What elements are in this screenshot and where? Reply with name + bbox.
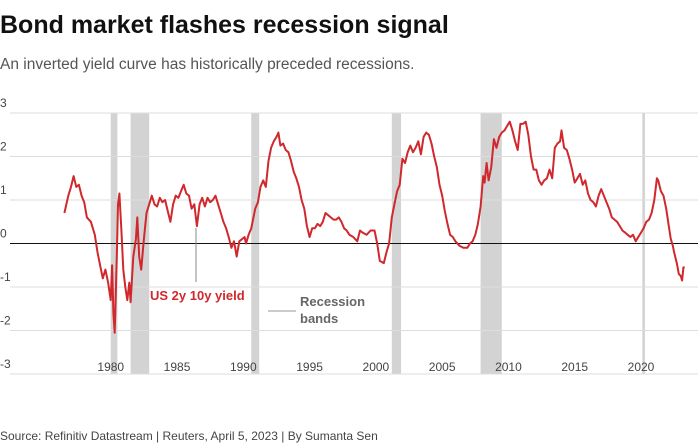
yield-line [63,120,685,334]
y-tick-label: 2 [0,140,7,154]
source: Source: Refinitiv Datastream | Reuters, … [0,429,378,443]
y-tick-label: -3 [0,357,11,371]
x-tick-label: 2010 [495,360,522,374]
y-tick-label: -2 [0,314,11,328]
chart-subtitle: An inverted yield curve has historically… [0,56,414,73]
x-tick-label: 2000 [363,360,390,374]
y-tick-label: 1 [0,183,7,197]
y-tick-label: 0 [0,227,7,241]
recession-label: bands [300,311,338,326]
x-tick-label: 1980 [97,360,124,374]
x-tick-label: 2020 [628,360,655,374]
chart-title: Bond market flashes recession signal [0,11,449,39]
y-tick-label: 3 [0,96,7,110]
series-label: US 2y 10y yield [150,288,245,303]
x-tick-label: 1990 [230,360,257,374]
y-tick-label: -1 [0,270,11,284]
x-tick-label: 1985 [164,360,191,374]
x-tick-label: 1995 [296,360,323,374]
x-tick-label: 2005 [429,360,456,374]
recession-label: Recession [300,294,365,309]
x-tick-label: 2015 [561,360,588,374]
